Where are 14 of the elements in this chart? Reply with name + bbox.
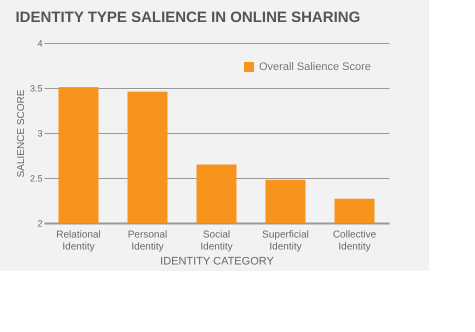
x-tick-label: Collective Identity — [332, 230, 377, 252]
y-tick-label: 2 — [37, 218, 42, 228]
x-tick-label: Personal Identity — [128, 230, 168, 252]
x-tick-label: Superficial Identity — [262, 230, 309, 252]
legend-label: Overall Salience Score — [259, 61, 371, 73]
x-axis-title: IDENTITY CATEGORY — [160, 256, 275, 268]
y-axis-title: SALIENCE SCORE — [16, 89, 27, 178]
y-tick-label: 3 — [37, 128, 42, 138]
y-tick-label: 3.5 — [30, 84, 42, 94]
chart-title: IDENTITY TYPE SALIENCE IN ONLINE SHARING — [15, 9, 360, 26]
x-tick-label: Social Identity — [200, 230, 233, 252]
y-tick-label: 2.5 — [30, 174, 42, 184]
y-tick-label: 4 — [37, 38, 42, 48]
x-tick-label: Relational Identity — [56, 230, 101, 252]
